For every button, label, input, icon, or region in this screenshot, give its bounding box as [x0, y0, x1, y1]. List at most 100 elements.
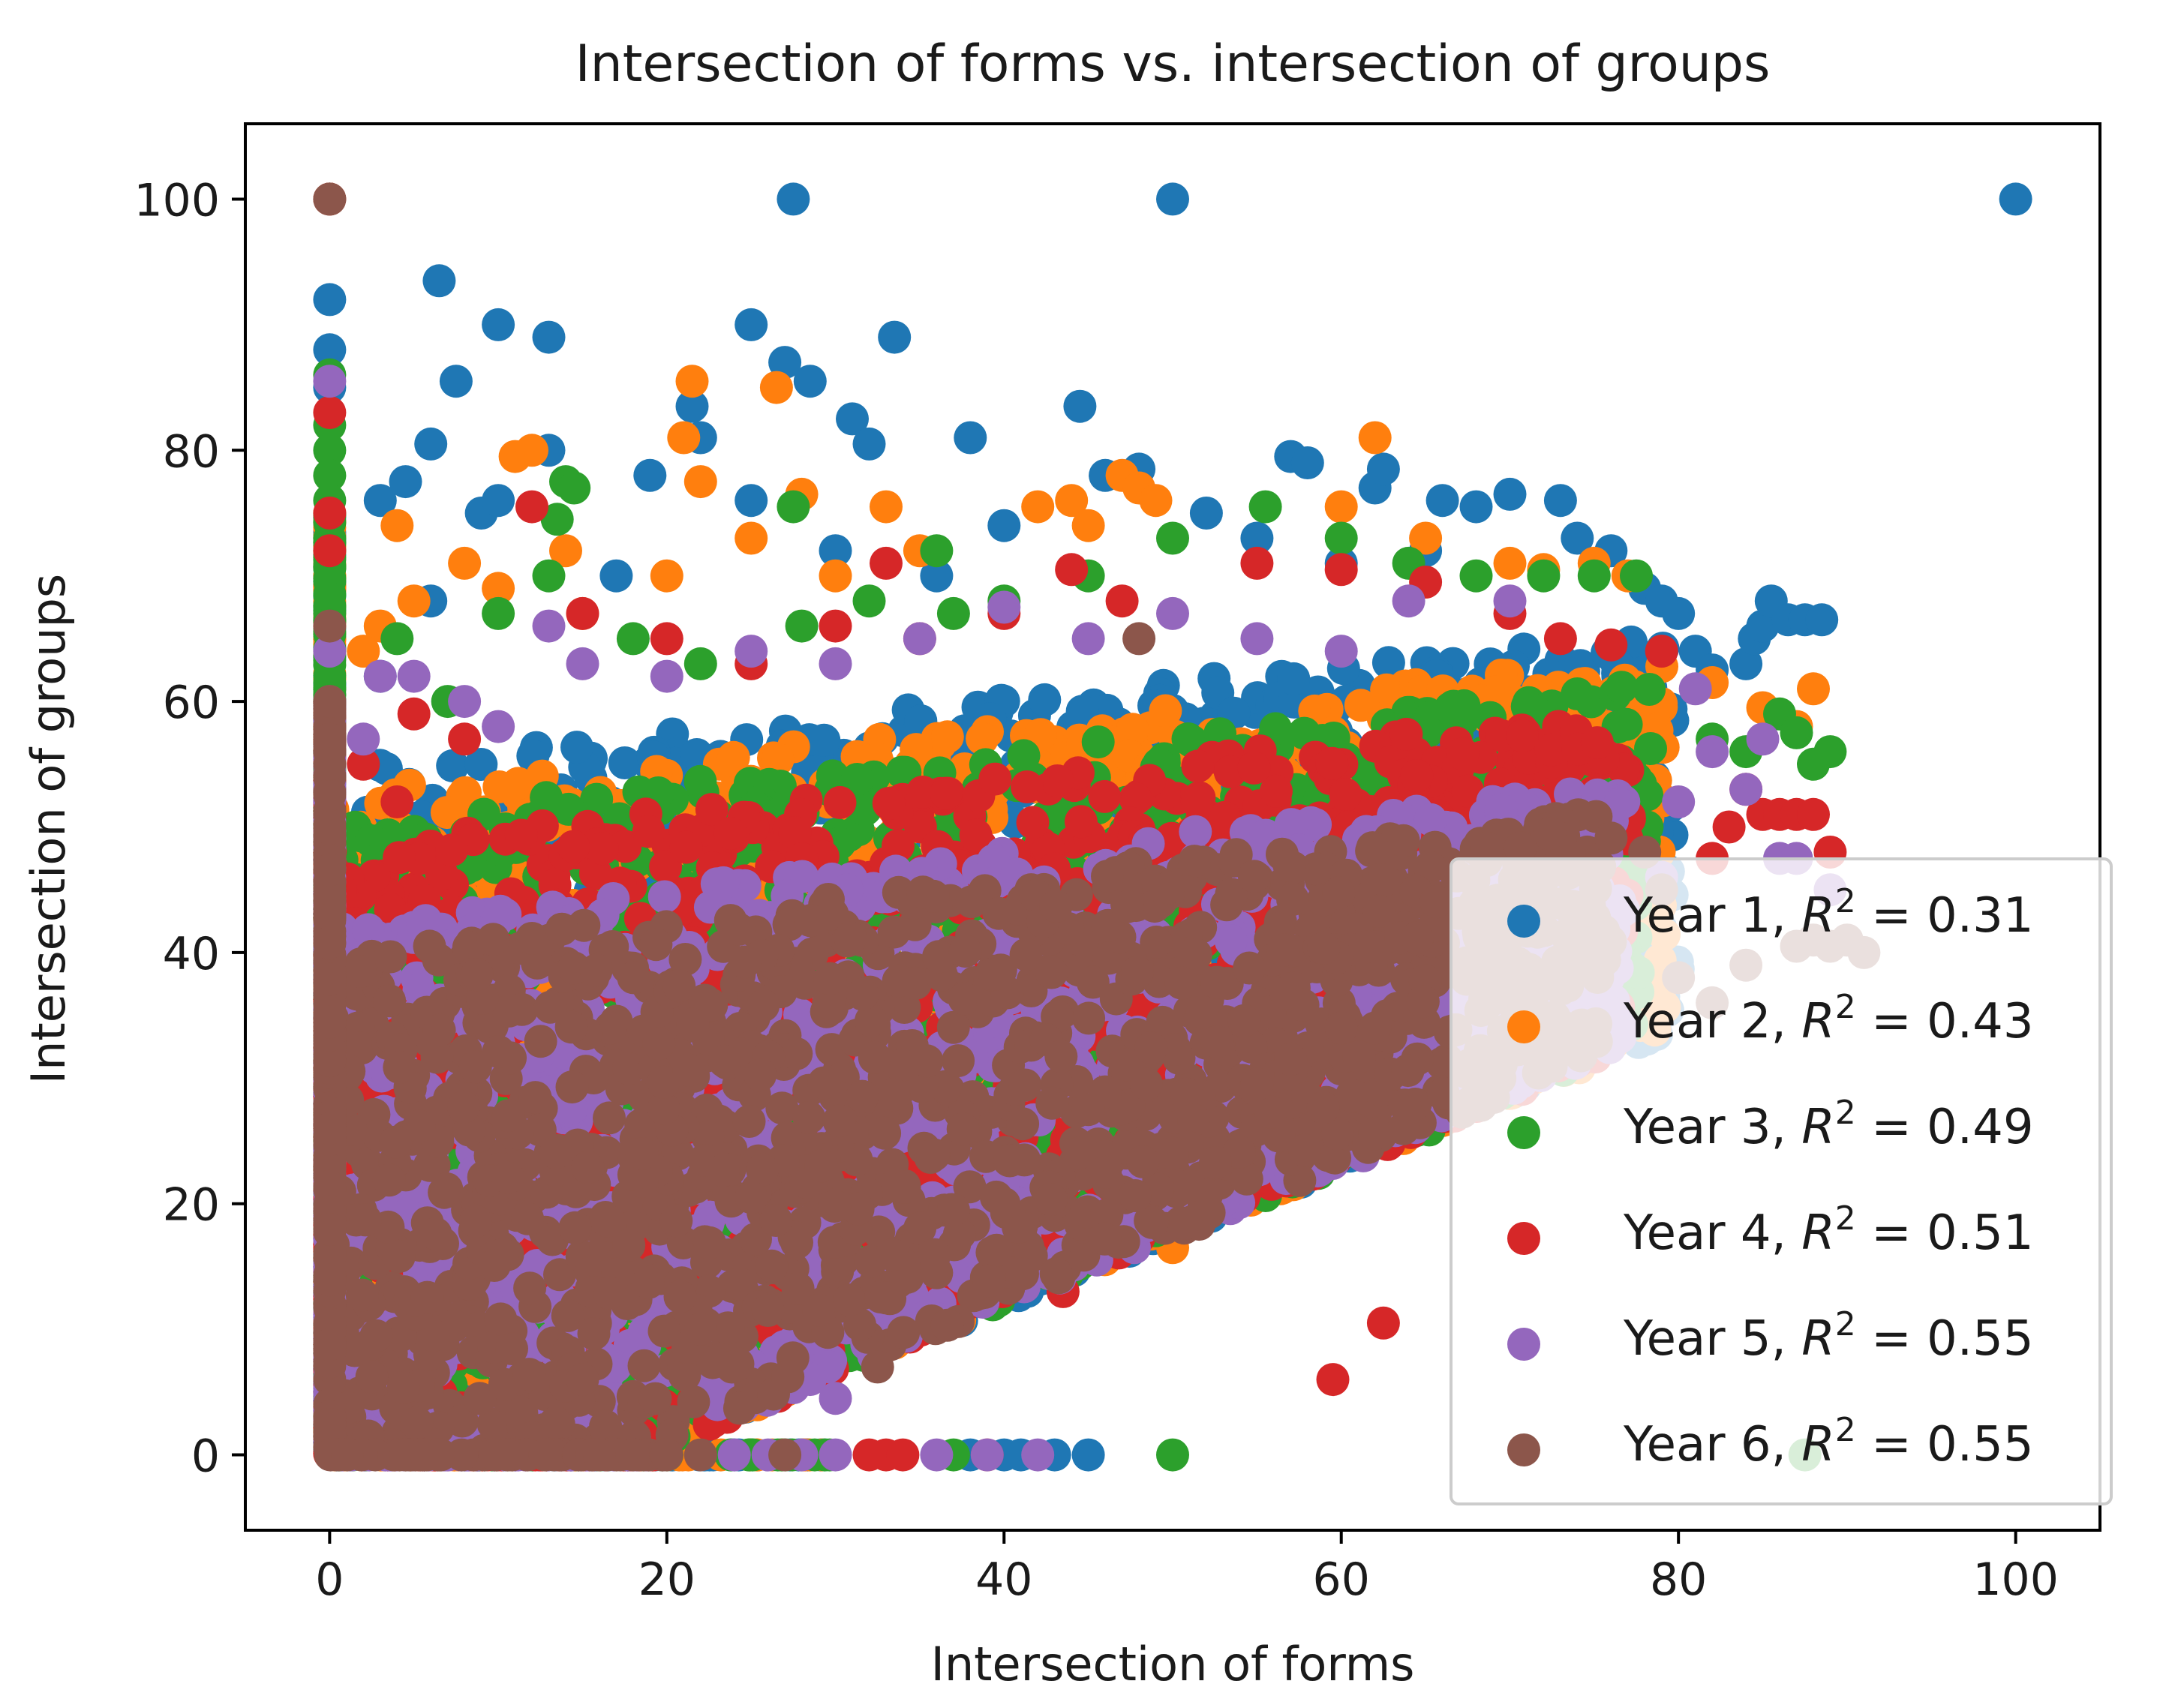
scatter-point	[414, 427, 448, 461]
scatter-point	[482, 572, 515, 605]
scatter-point	[716, 740, 750, 774]
scatter-point	[1999, 182, 2032, 216]
scatter-point	[1156, 182, 1189, 216]
points-layer	[313, 182, 2032, 1472]
scatter-point	[1561, 521, 1594, 555]
scatter-point	[735, 308, 768, 341]
scatter-point	[1634, 732, 1667, 765]
scatter-point	[549, 534, 582, 568]
scatter-point	[735, 484, 768, 518]
scatter-point	[683, 465, 717, 499]
scatter-point	[920, 559, 954, 593]
scatter-point	[675, 365, 709, 398]
scatter-point	[580, 782, 614, 816]
scatter-point	[759, 371, 793, 404]
scatter-point	[1366, 452, 1400, 486]
scatter-point	[870, 490, 903, 524]
scatter-point	[1277, 662, 1311, 695]
scatter-point	[1409, 521, 1443, 555]
scatter-point	[313, 434, 347, 467]
scatter-point	[1434, 692, 1468, 725]
scatter-point	[599, 559, 633, 593]
scatter-point	[667, 421, 701, 455]
scatter-point	[540, 503, 574, 536]
scatter-point	[920, 534, 954, 568]
scatter-point	[793, 365, 827, 398]
scatter-point	[1081, 725, 1115, 759]
scatter-point	[816, 759, 849, 793]
scatter-point	[1324, 490, 1358, 524]
scatter-point	[819, 534, 852, 568]
scatter-point	[1240, 521, 1274, 555]
scatter-point	[840, 763, 874, 796]
scatter-point	[313, 578, 347, 612]
scatter-point	[1633, 673, 1666, 706]
scatter-point	[1007, 739, 1041, 773]
scatter-point	[777, 490, 810, 524]
scatter-point	[785, 609, 819, 643]
scatter-point	[1071, 509, 1105, 542]
scatter-point	[1149, 694, 1182, 728]
scatter-point	[936, 596, 970, 630]
scatter-point	[1527, 559, 1561, 593]
scatter-point	[422, 264, 456, 298]
scatter-point	[313, 283, 347, 317]
scatter-point	[885, 755, 919, 789]
scatter-point	[482, 308, 515, 341]
scatter-point	[1797, 672, 1830, 706]
scatter-point	[761, 743, 795, 776]
scatter-point	[1021, 490, 1055, 524]
scatter-point	[482, 484, 515, 518]
scatter-point	[448, 546, 482, 580]
scatter-point	[966, 722, 999, 755]
scatter-point	[1620, 559, 1653, 593]
scatter-point	[1248, 490, 1282, 524]
scatter-point	[954, 421, 987, 455]
scatter-point	[347, 635, 380, 668]
scatter-point	[807, 723, 841, 757]
scatter-point	[1813, 735, 1847, 769]
scatter-point	[819, 559, 852, 593]
scatter-point	[532, 559, 566, 593]
scatter-point	[1662, 596, 1696, 630]
scatter-point	[464, 748, 498, 781]
scatter-point	[557, 471, 591, 505]
scatter-point	[1543, 484, 1577, 518]
scatter-point	[363, 484, 397, 518]
scatter-point	[616, 622, 650, 656]
scatter-point	[852, 427, 886, 461]
scatter-point	[1561, 677, 1594, 710]
scatter-point	[430, 796, 464, 830]
scatter-point	[650, 559, 683, 593]
scatter-point	[380, 622, 414, 656]
scatter-point	[1055, 484, 1089, 518]
scatter-point	[1780, 716, 1813, 749]
scatter-point	[515, 434, 548, 467]
scatter-point	[397, 584, 431, 618]
scatter-point	[836, 402, 869, 436]
scatter-point	[1344, 689, 1377, 722]
scatter-point	[1290, 446, 1324, 479]
scatter-point	[1459, 490, 1493, 524]
scatter-point	[1028, 683, 1062, 716]
scatter-point	[735, 521, 768, 555]
scatter-point	[1425, 484, 1459, 518]
scatter-point	[1371, 646, 1405, 680]
scatter-point	[532, 320, 566, 354]
scatter-point	[1746, 609, 1780, 643]
scatter-point	[633, 458, 667, 492]
scatter-point	[380, 509, 414, 542]
scatter-point	[313, 458, 347, 492]
scatter-point	[930, 720, 964, 754]
scatter-point	[878, 320, 912, 354]
scatter-point	[1139, 484, 1173, 518]
scatter-point	[389, 465, 422, 499]
scatter-point	[1189, 497, 1223, 530]
scatter-point	[1071, 1438, 1105, 1472]
scatter-point	[1156, 521, 1189, 555]
scatter-point	[1805, 603, 1839, 637]
scatter-point	[683, 647, 717, 680]
scatter-point	[1729, 647, 1763, 680]
